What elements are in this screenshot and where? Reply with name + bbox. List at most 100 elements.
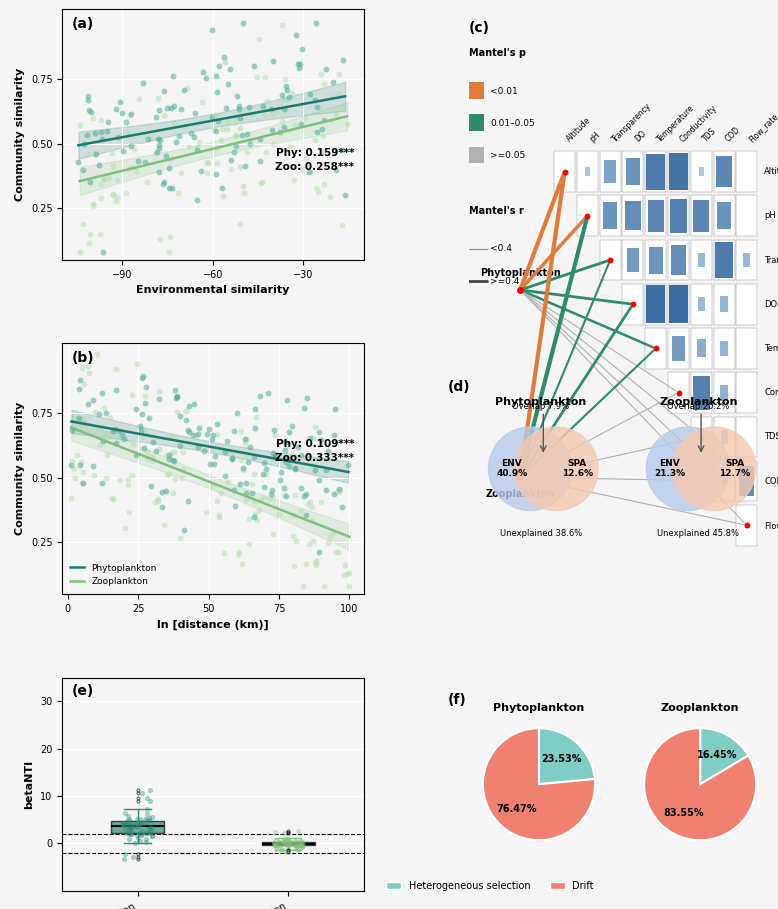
Point (134, 812, 146, 826)
FancyBboxPatch shape (645, 195, 666, 236)
Point (233, 98, 246, 113)
Point (279, 834, 291, 849)
Point (272, 835, 285, 850)
Point (122, 809, 135, 824)
Point (235, 127, 247, 142)
Text: (c): (c) (469, 21, 490, 35)
Point (249, 402, 261, 416)
Point (86, 393, 99, 407)
FancyBboxPatch shape (720, 385, 728, 401)
Point (218, 50, 230, 65)
Point (170, 431, 182, 445)
Point (309, 554, 321, 569)
Point (288, 837, 300, 852)
X-axis label: Environmental similarity: Environmental similarity (136, 285, 289, 295)
Point (311, 185, 324, 199)
Point (316, 122, 328, 136)
Point (119, 806, 131, 821)
Point (265, 483, 278, 497)
Point (270, 105, 282, 119)
Point (274, 473, 286, 487)
Point (233, 547, 245, 562)
Point (91, 346, 103, 361)
FancyBboxPatch shape (720, 341, 728, 356)
Point (126, 436, 138, 451)
Point (332, 66, 345, 81)
Point (301, 391, 314, 405)
Point (135, 423, 147, 437)
Point (123, 505, 135, 520)
Point (289, 117, 301, 132)
FancyBboxPatch shape (626, 158, 640, 185)
FancyBboxPatch shape (736, 373, 757, 413)
Point (342, 457, 355, 472)
Point (75, 454, 87, 469)
Point (81, 146, 93, 161)
FancyBboxPatch shape (554, 151, 575, 192)
FancyBboxPatch shape (736, 284, 757, 325)
Point (74, 118, 86, 133)
Point (166, 181, 179, 195)
Point (103, 410, 116, 425)
Point (289, 462, 301, 476)
Point (116, 428, 128, 443)
Point (280, 454, 293, 469)
Point (139, 834, 152, 849)
Point (191, 143, 203, 157)
Point (146, 454, 159, 468)
Point (103, 171, 115, 185)
Point (165, 152, 177, 166)
Text: Conductivity: Conductivity (678, 103, 719, 144)
Point (74, 417, 86, 432)
Point (299, 111, 311, 125)
Circle shape (514, 427, 598, 511)
Point (317, 579, 330, 594)
Point (154, 133, 166, 147)
Point (315, 494, 328, 509)
Point (101, 448, 114, 463)
Point (243, 536, 255, 551)
Point (278, 102, 290, 116)
Point (229, 128, 241, 143)
Point (282, 837, 295, 852)
Point (243, 512, 255, 526)
Point (152, 392, 165, 406)
Point (73, 457, 86, 472)
FancyBboxPatch shape (736, 461, 757, 502)
Point (152, 141, 165, 155)
Point (233, 544, 245, 559)
Point (211, 494, 223, 508)
Point (100, 124, 113, 138)
Point (268, 450, 281, 464)
Point (161, 100, 173, 115)
Point (158, 107, 170, 122)
Point (141, 175, 153, 190)
Point (152, 132, 164, 146)
Point (167, 453, 180, 467)
Point (137, 369, 149, 384)
Point (278, 832, 290, 846)
Point (316, 145, 328, 159)
Point (183, 140, 195, 155)
Text: 83.55%: 83.55% (663, 808, 704, 818)
Point (300, 486, 312, 501)
Text: (e): (e) (72, 684, 93, 698)
Point (330, 544, 342, 559)
Point (296, 837, 308, 852)
Text: (b): (b) (72, 351, 94, 365)
Point (296, 837, 309, 852)
Point (322, 444, 335, 458)
Point (122, 811, 135, 825)
Point (282, 834, 295, 848)
Text: Conductivity: Conductivity (764, 388, 778, 397)
Point (234, 121, 247, 135)
FancyBboxPatch shape (626, 201, 640, 231)
Point (121, 818, 134, 833)
Point (78, 137, 90, 152)
Point (164, 445, 177, 460)
Point (293, 837, 305, 852)
Point (143, 822, 156, 836)
Text: 0.01–0.05: 0.01–0.05 (490, 119, 534, 127)
Point (117, 145, 129, 159)
Point (258, 490, 270, 504)
